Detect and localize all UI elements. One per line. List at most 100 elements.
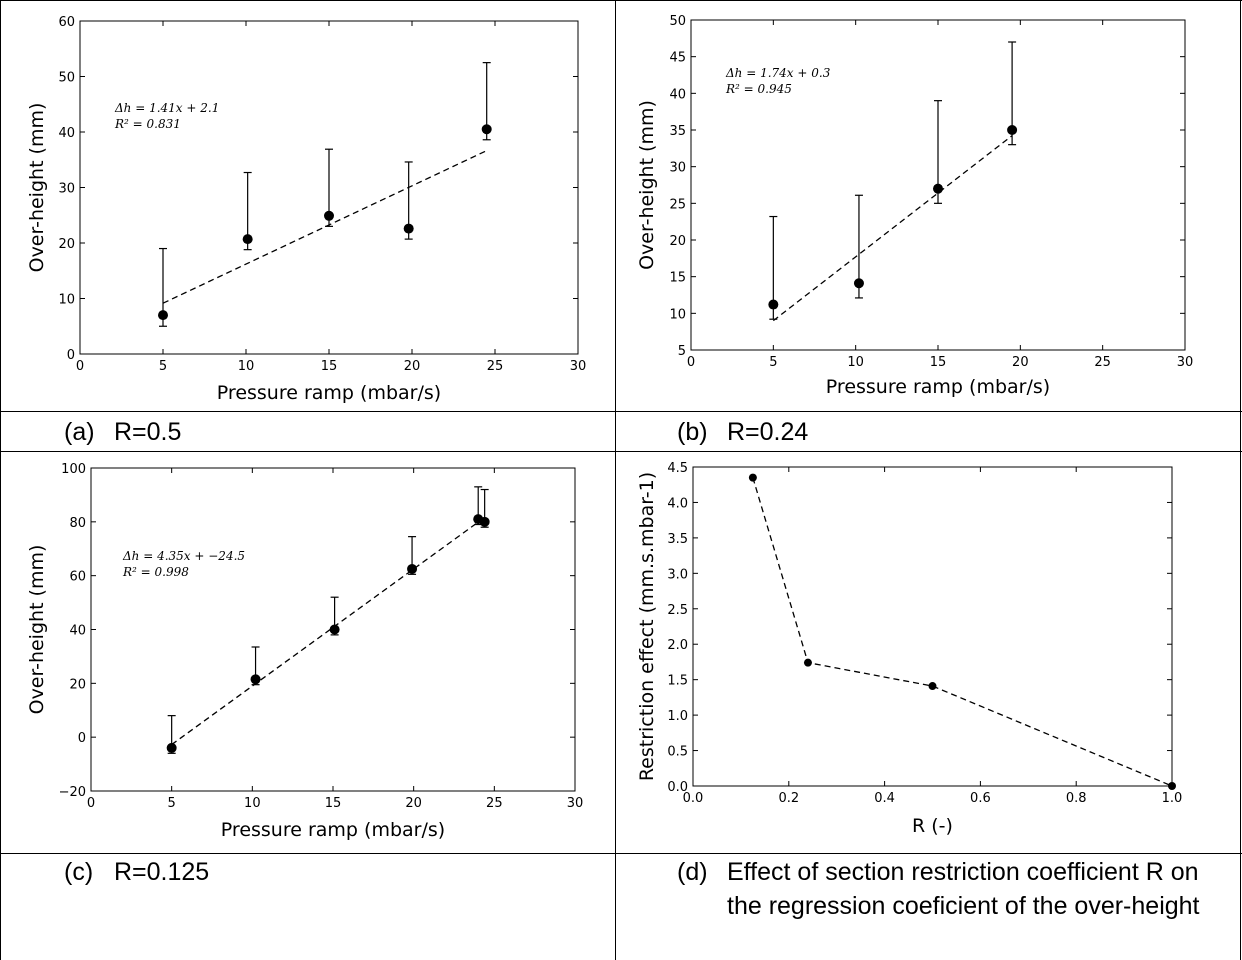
y-tick-label: 1.5 bbox=[667, 674, 688, 689]
chart-a: 0 5 10 15 20 25 30 0 10 20 30 40 50 60 Pressure ramp (… bbox=[26, 15, 586, 404]
caption-letter: (a) bbox=[64, 418, 95, 446]
y-tick-label: 45 bbox=[669, 51, 686, 66]
caption-text: R=0.5 bbox=[114, 418, 182, 446]
y-tick-label: 0.5 bbox=[667, 745, 688, 760]
caption-d: (d) Effect of section restriction coeffic… bbox=[677, 855, 1207, 923]
y-tick-label: 50 bbox=[669, 14, 686, 29]
y-tick-label: 30 bbox=[58, 182, 75, 197]
y-tick-label: 80 bbox=[69, 516, 86, 531]
x-tick-label: 30 bbox=[567, 796, 584, 811]
y-tick-label: 1.0 bbox=[667, 709, 688, 724]
table-divider-vertical bbox=[615, 0, 616, 960]
y-tick-label: 15 bbox=[669, 271, 686, 286]
chart-b: 0 5 10 15 20 25 305101520253035404550Pressure … bbox=[636, 14, 1194, 398]
x-axis-label: R (-) bbox=[912, 815, 953, 837]
data-point bbox=[481, 124, 492, 135]
regression-annotation: R² = 0.945 bbox=[725, 82, 792, 96]
y-tick-label: 20 bbox=[669, 234, 686, 249]
y-tick-label: 2.0 bbox=[667, 638, 688, 653]
x-tick-label: 0 bbox=[687, 355, 695, 370]
caption-a: (a) R=0.5 bbox=[64, 415, 594, 449]
data-point bbox=[250, 674, 261, 685]
series-line bbox=[752, 477, 1173, 787]
data-point bbox=[329, 624, 340, 635]
x-tick-label: 0.6 bbox=[970, 791, 991, 806]
y-tick-label: 20 bbox=[69, 677, 86, 692]
y-tick-label: 5 bbox=[678, 344, 686, 359]
x-axis-label: Pressure ramp (mbar/s) bbox=[217, 382, 441, 404]
data-point bbox=[803, 658, 812, 667]
y-axis-label: Restriction effect (mm.s.mbar-1) bbox=[636, 472, 658, 781]
table-border-top bbox=[0, 0, 1242, 1]
caption-letter: (b) bbox=[677, 418, 708, 446]
data-point bbox=[403, 223, 414, 234]
y-tick-label: −20 bbox=[59, 785, 86, 800]
table-row-line-3 bbox=[0, 853, 1242, 854]
x-tick-label: 15 bbox=[321, 359, 338, 374]
y-tick-label: 25 bbox=[669, 197, 686, 212]
caption-letter: (c) bbox=[64, 858, 94, 886]
chart-d: 0.0 0.2 0.4 0.6 0.8 1.0 0.0 0.5 1.0 1.5 2.0 2.5 3.0 3… bbox=[636, 461, 1182, 837]
y-axis-label: Over-height (mm) bbox=[26, 545, 48, 715]
data-point bbox=[242, 234, 253, 245]
data-point bbox=[407, 563, 418, 574]
y-tick-label: 0 bbox=[78, 731, 86, 746]
regression-annotation: Δh = 1.41x + 2.1 bbox=[114, 101, 219, 115]
x-tick-label: 0.4 bbox=[874, 791, 895, 806]
x-tick-label: 0.2 bbox=[778, 791, 799, 806]
regression-annotation: Δh = 4.35x + −24.5 bbox=[122, 549, 245, 563]
x-tick-label: 0 bbox=[76, 359, 84, 374]
caption-letter: (d) bbox=[677, 858, 708, 886]
fit-line bbox=[772, 135, 1013, 322]
regression-annotation: Δh = 1.74x + 0.3 bbox=[725, 66, 831, 80]
caption-b: (b) R=0.24 bbox=[677, 415, 1207, 449]
x-tick-label: 25 bbox=[486, 796, 503, 811]
y-tick-label: 40 bbox=[58, 126, 75, 141]
data-point bbox=[928, 682, 937, 691]
y-tick-label: 0 bbox=[67, 348, 75, 363]
fit-line bbox=[171, 516, 486, 746]
table-row-line-2 bbox=[0, 451, 1242, 452]
x-tick-label: 20 bbox=[1012, 355, 1029, 370]
data-point bbox=[1168, 782, 1176, 790]
regression-annotation: R² = 0.998 bbox=[122, 565, 189, 579]
x-tick-label: 0.8 bbox=[1066, 791, 1087, 806]
y-tick-label: 4.5 bbox=[667, 461, 688, 476]
x-tick-label: 10 bbox=[847, 355, 864, 370]
caption-text: Effect of section restriction coefficien… bbox=[727, 858, 1200, 920]
x-axis-label: Pressure ramp (mbar/s) bbox=[221, 819, 445, 841]
y-tick-label: 40 bbox=[69, 624, 86, 639]
data-point bbox=[324, 210, 334, 221]
caption-c: (c) R=0.125 bbox=[64, 855, 594, 889]
fit-line bbox=[162, 150, 487, 304]
y-tick-label: 60 bbox=[58, 15, 75, 30]
data-point bbox=[853, 278, 864, 289]
y-tick-label: 4.0 bbox=[667, 496, 688, 511]
x-tick-label: 15 bbox=[930, 355, 947, 370]
x-tick-label: 10 bbox=[244, 796, 261, 811]
x-tick-label: 30 bbox=[1177, 355, 1194, 370]
y-tick-label: 3.0 bbox=[667, 567, 688, 582]
y-tick-label: 0.0 bbox=[667, 780, 688, 795]
x-tick-label: 5 bbox=[159, 359, 167, 374]
x-tick-label: 15 bbox=[325, 796, 342, 811]
y-tick-label: 2.5 bbox=[667, 603, 688, 618]
table-border-left bbox=[0, 0, 1, 960]
x-tick-label: 10 bbox=[238, 359, 255, 374]
y-tick-label: 50 bbox=[58, 71, 75, 86]
y-tick-label: 10 bbox=[669, 307, 686, 322]
x-tick-label: 20 bbox=[405, 796, 422, 811]
data-point bbox=[158, 310, 168, 321]
data-point bbox=[933, 183, 943, 194]
y-tick-label: 10 bbox=[58, 293, 75, 308]
table-row-line-1 bbox=[0, 411, 1242, 412]
y-tick-label: 3.5 bbox=[667, 532, 688, 547]
data-point bbox=[768, 299, 779, 310]
y-tick-label: 60 bbox=[69, 570, 86, 585]
y-tick-label: 35 bbox=[669, 124, 686, 139]
y-tick-label: 40 bbox=[669, 87, 686, 102]
x-tick-label: 5 bbox=[168, 796, 176, 811]
y-tick-label: 20 bbox=[58, 237, 75, 252]
